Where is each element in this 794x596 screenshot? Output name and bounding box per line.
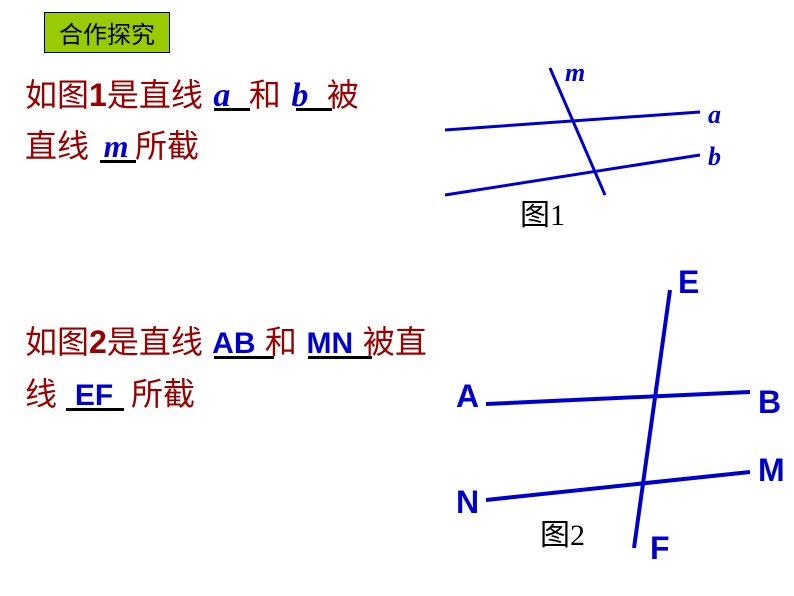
- p1-t1: 如图: [25, 77, 89, 113]
- p2-t3: 和: [265, 324, 297, 360]
- p2-num: 2: [89, 324, 107, 360]
- p2-t4: 被直: [363, 324, 427, 360]
- p2-underline2: [308, 356, 372, 359]
- fig1-label-b: b: [708, 142, 721, 172]
- fig2-label-B: B: [758, 384, 781, 421]
- fig1-line-b: [445, 155, 700, 195]
- header-title: 合作探究: [59, 23, 155, 49]
- fig2-label-M: M: [758, 452, 785, 489]
- p2-blank2: MN: [297, 321, 363, 366]
- fig1-label-a: a: [708, 100, 721, 130]
- fig1-label-m: m: [565, 58, 585, 88]
- fig1-line-a: [445, 112, 700, 130]
- fig2-label-A: A: [456, 378, 479, 415]
- p2-t2: 是直线: [107, 324, 203, 360]
- p1-l2-t1: 直线: [25, 128, 97, 164]
- fig1-caption: 图1: [520, 190, 565, 234]
- fig2-line-AB: [486, 392, 750, 404]
- fig2-label-E: E: [678, 264, 699, 301]
- p1-underline2: [296, 108, 332, 111]
- fig2-label-N: N: [456, 484, 479, 521]
- p2-blank3: EF: [65, 373, 123, 418]
- header-box: 合作探究: [44, 12, 170, 53]
- fig2-line-EF: [634, 290, 670, 548]
- p2-l2-t2: 所截: [123, 376, 195, 412]
- fig2-caption: 图2: [540, 510, 585, 554]
- p1-l2-t2: 所截: [135, 128, 199, 164]
- p1-blank1: a: [203, 70, 241, 121]
- p2-blank1: AB: [203, 321, 265, 366]
- p2-t1: 如图: [25, 324, 89, 360]
- p1-t2: 是直线: [107, 77, 203, 113]
- fig2-label-F: F: [650, 530, 670, 567]
- fig2-line-NM: [486, 472, 750, 500]
- p2-underline1: [214, 356, 274, 359]
- p2-l2-t1: 线: [25, 376, 65, 412]
- p1-underline1: [214, 108, 250, 111]
- p1-blank2: b: [281, 70, 319, 121]
- problem1-line1: 如图1是直线a 和b 被: [25, 70, 359, 121]
- p2-underline3: [66, 408, 124, 411]
- p1-num: 1: [89, 77, 107, 113]
- p1-underline3: [100, 160, 136, 163]
